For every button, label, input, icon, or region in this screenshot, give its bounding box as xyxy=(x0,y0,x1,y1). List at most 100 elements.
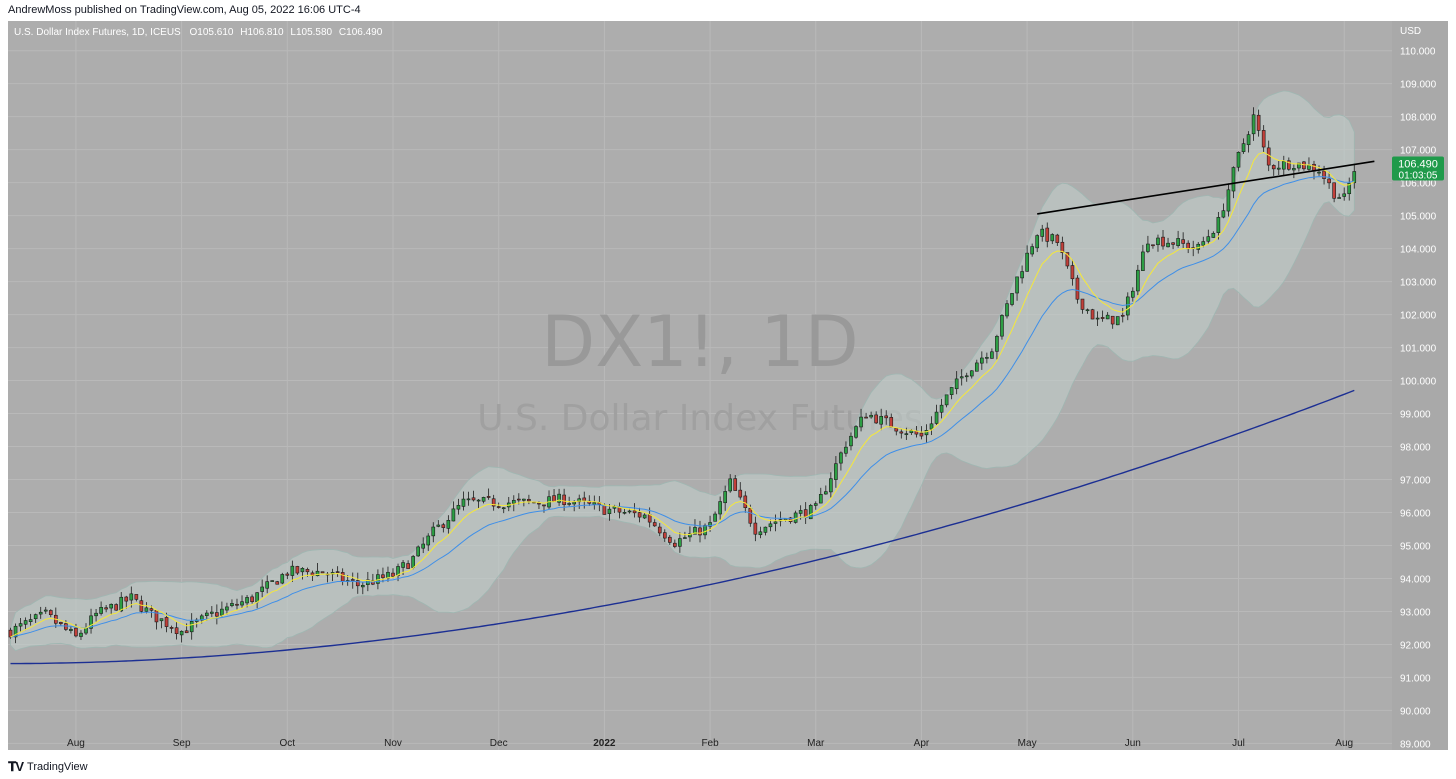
candle-body xyxy=(637,512,642,518)
candle xyxy=(501,506,506,514)
candle xyxy=(159,618,164,629)
candle-body xyxy=(1226,189,1231,212)
price-axis[interactable] xyxy=(1392,21,1448,750)
candle-body xyxy=(1251,114,1256,135)
candle xyxy=(109,603,113,615)
candle-body xyxy=(1151,244,1155,247)
y-tick-label: 89.000 xyxy=(1400,739,1431,750)
candle xyxy=(1176,230,1180,248)
candle-body xyxy=(683,537,687,539)
candle xyxy=(637,507,642,523)
candle-body xyxy=(517,498,521,501)
candle xyxy=(285,571,290,580)
candle-body xyxy=(1166,242,1170,248)
candle xyxy=(1352,163,1357,189)
candle xyxy=(829,472,833,498)
candle xyxy=(426,533,431,551)
candle xyxy=(79,630,83,641)
footer[interactable]: 𝐓V TradingView xyxy=(8,759,88,775)
candle-body xyxy=(929,423,934,430)
trendline[interactable] xyxy=(1037,160,1375,215)
candle xyxy=(220,601,224,617)
candle-body xyxy=(124,596,129,602)
candle xyxy=(134,594,139,602)
candle-body xyxy=(667,536,672,543)
candle xyxy=(934,404,939,425)
candle-body xyxy=(280,574,285,584)
candle-body xyxy=(1065,252,1070,267)
y-tick-label: 107.000 xyxy=(1400,146,1437,157)
ema-fast-line xyxy=(10,151,1355,638)
candle-body xyxy=(1297,162,1301,169)
x-tick-label: Dec xyxy=(490,738,508,749)
candle-body xyxy=(481,497,486,502)
candle xyxy=(773,514,778,532)
candle-body xyxy=(673,542,677,547)
candle xyxy=(33,613,38,623)
candle-body xyxy=(1317,171,1321,174)
candle-body xyxy=(713,513,717,522)
y-tick-label: 90.000 xyxy=(1400,706,1431,717)
candle xyxy=(149,605,154,618)
candle xyxy=(919,426,924,440)
candle-body xyxy=(939,404,944,413)
candle-body xyxy=(431,526,436,537)
candle-body xyxy=(285,573,290,576)
candle xyxy=(874,411,878,425)
y-tick-label: 105.000 xyxy=(1400,212,1437,223)
candle xyxy=(184,623,189,634)
candle-body xyxy=(894,427,899,432)
candle xyxy=(476,499,481,509)
candle-body xyxy=(1322,170,1326,179)
candle-body xyxy=(527,498,531,502)
symbol-legend[interactable]: U.S. Dollar Index Futures, 1D, ICEUS O10… xyxy=(14,27,383,38)
candle-body xyxy=(486,496,491,498)
candle-body xyxy=(426,535,431,546)
candle xyxy=(1020,265,1024,284)
candle-body xyxy=(23,620,28,625)
candle xyxy=(421,537,426,554)
candle-body xyxy=(1337,197,1341,199)
open-label: O xyxy=(190,27,198,38)
candle-body xyxy=(335,571,340,573)
candle-body xyxy=(189,621,194,633)
candle xyxy=(355,572,360,594)
candle-body xyxy=(406,563,410,569)
candle-body xyxy=(1216,217,1221,233)
candle xyxy=(1120,307,1125,323)
candle xyxy=(1115,316,1120,326)
candle xyxy=(813,501,818,510)
candle-body xyxy=(642,514,647,519)
candle-body xyxy=(13,625,18,638)
candle-body xyxy=(38,611,43,615)
y-tick-label: 104.000 xyxy=(1400,245,1437,256)
close-label: C xyxy=(339,27,346,38)
candle xyxy=(139,595,144,614)
candle-body xyxy=(1035,235,1040,249)
candle-body xyxy=(652,522,657,527)
candle-body xyxy=(1055,234,1060,243)
candle xyxy=(768,519,773,532)
candle-body xyxy=(1131,290,1135,298)
candle xyxy=(642,513,647,519)
candle xyxy=(527,494,531,505)
candle-body xyxy=(255,592,259,603)
candle xyxy=(129,586,134,608)
candle xyxy=(1000,314,1004,340)
candle xyxy=(471,490,476,502)
candle xyxy=(969,370,974,379)
candle-body xyxy=(1332,182,1336,199)
candle-body xyxy=(562,494,566,505)
candle xyxy=(959,369,964,386)
candle xyxy=(441,522,446,533)
candle xyxy=(406,560,410,569)
candle-body xyxy=(798,510,803,514)
candle-body xyxy=(995,335,999,352)
candle xyxy=(240,595,244,609)
candle-body xyxy=(647,514,652,523)
candle xyxy=(864,412,868,419)
y-tick-label: 95.000 xyxy=(1400,541,1431,552)
x-tick-label: Oct xyxy=(280,738,296,749)
candle xyxy=(577,494,582,509)
